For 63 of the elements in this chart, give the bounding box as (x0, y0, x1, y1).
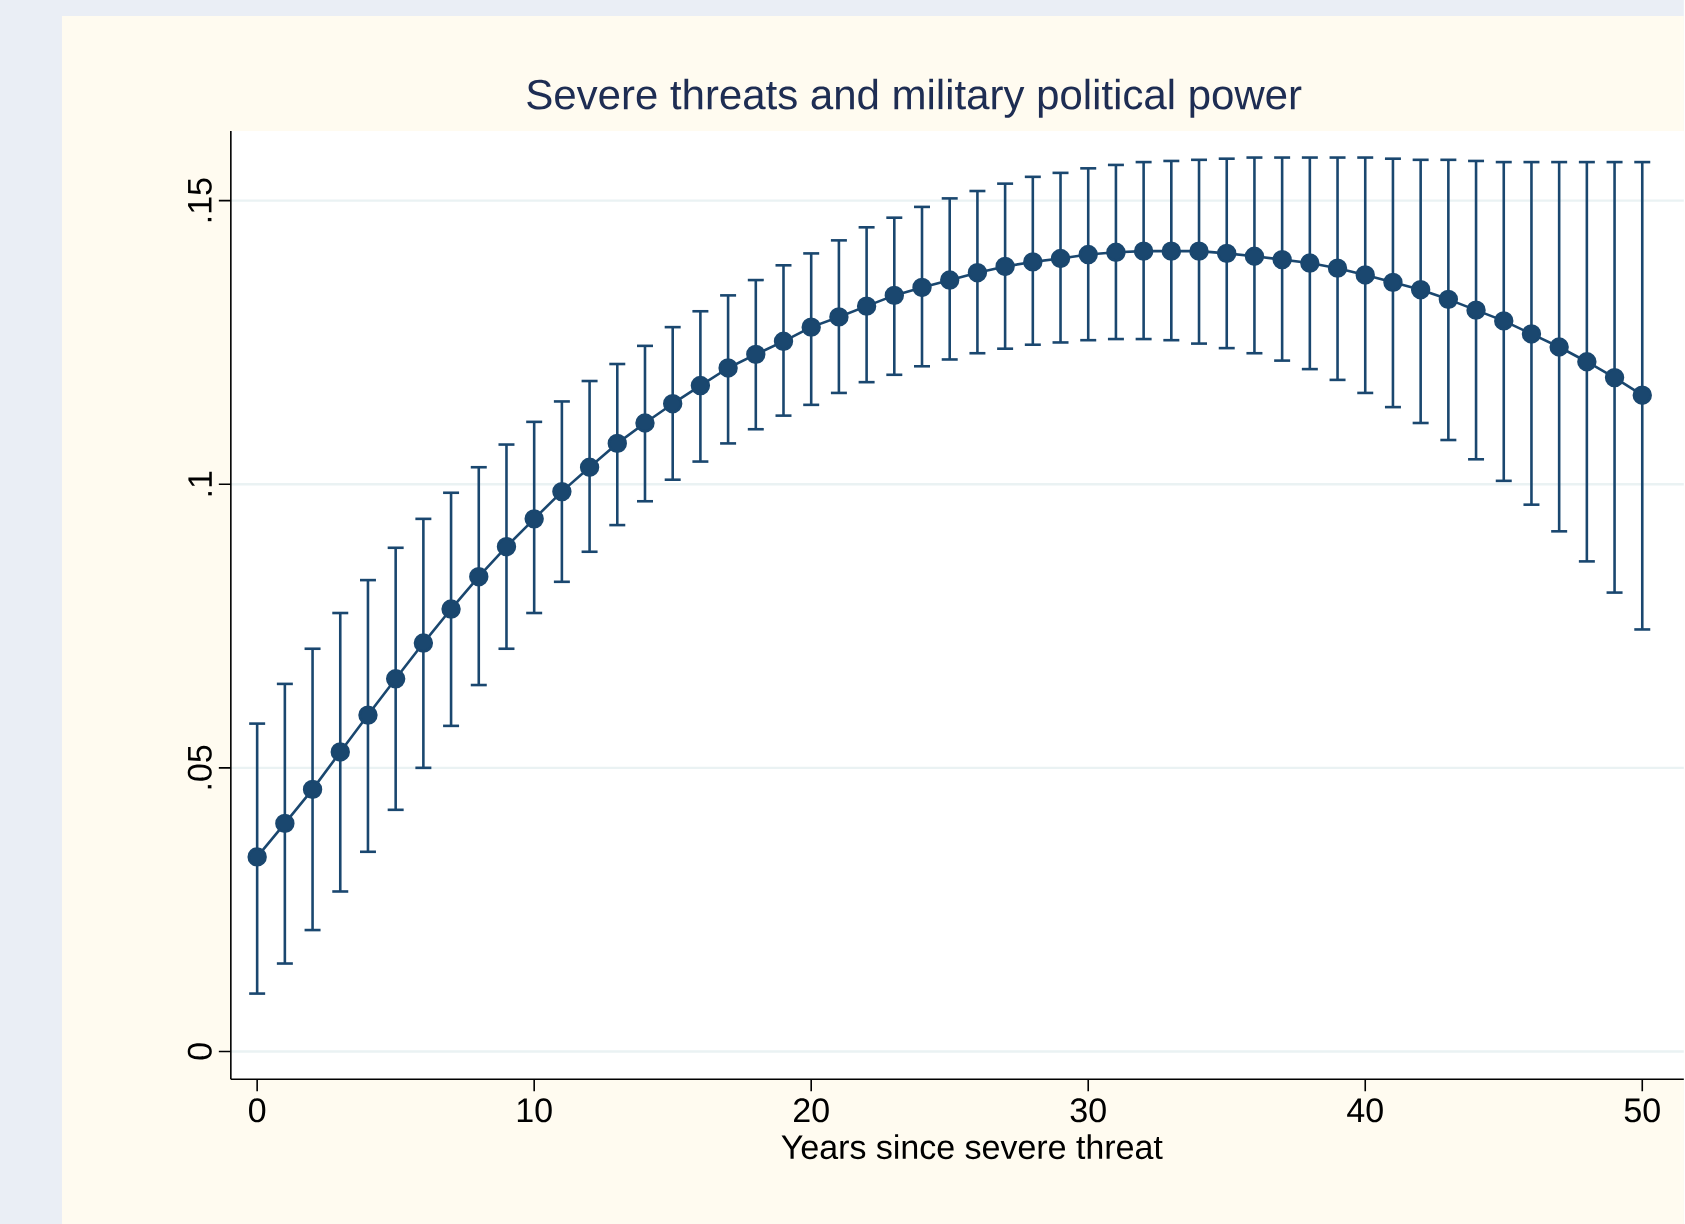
point (1355, 265, 1375, 285)
point (1438, 289, 1459, 309)
y-tick-label: .1 (188, 471, 212, 496)
point (1106, 242, 1126, 262)
point (330, 742, 350, 762)
point (1133, 241, 1154, 261)
point (302, 779, 323, 800)
point (829, 307, 849, 327)
point (718, 358, 738, 378)
point (1577, 351, 1597, 372)
point (995, 256, 1015, 277)
point (1161, 241, 1182, 261)
point (1189, 241, 1209, 261)
chart-title: Severe threats and military political power (527, 78, 1302, 118)
point (579, 457, 600, 477)
point (635, 413, 655, 433)
point (1549, 337, 1569, 357)
point (1300, 253, 1320, 273)
point (690, 375, 711, 396)
x-tick-label: 30 (1070, 1098, 1106, 1123)
point (773, 331, 794, 351)
point (1494, 311, 1514, 331)
point (441, 599, 461, 619)
y-tick-label: 0 (187, 1043, 212, 1060)
point (1632, 385, 1652, 405)
point (413, 633, 434, 653)
point (884, 285, 904, 306)
point (1078, 244, 1098, 265)
point (607, 433, 627, 454)
point (1327, 258, 1348, 278)
x-tick-label: 0 (249, 1098, 266, 1123)
point (1410, 279, 1431, 300)
point (1604, 367, 1625, 388)
point (1023, 252, 1043, 272)
point (1383, 272, 1403, 292)
point (552, 481, 572, 502)
point (746, 344, 766, 364)
point (801, 317, 821, 337)
x-tick-label: 50 (1624, 1098, 1660, 1123)
point (856, 296, 877, 316)
point (275, 813, 295, 834)
point (1466, 300, 1486, 320)
point (358, 705, 378, 725)
point (662, 393, 683, 414)
point (496, 536, 517, 557)
point (1521, 324, 1542, 344)
point (469, 566, 489, 587)
x-tick-label: 20 (794, 1098, 829, 1123)
x-tick-label: 40 (1347, 1098, 1383, 1123)
point (385, 669, 406, 689)
y-tick-label: .15 (188, 178, 212, 222)
point (940, 270, 960, 290)
point (1244, 246, 1265, 266)
x-tick-label: 10 (517, 1098, 552, 1123)
point (524, 509, 544, 529)
point (1272, 249, 1292, 270)
point (912, 277, 932, 298)
point (1050, 248, 1071, 269)
x-axis-title: Years since severe threat (781, 1134, 1163, 1160)
y-tick-label: .05 (187, 745, 212, 789)
point (967, 262, 988, 283)
point (1217, 243, 1237, 264)
point (247, 847, 267, 867)
